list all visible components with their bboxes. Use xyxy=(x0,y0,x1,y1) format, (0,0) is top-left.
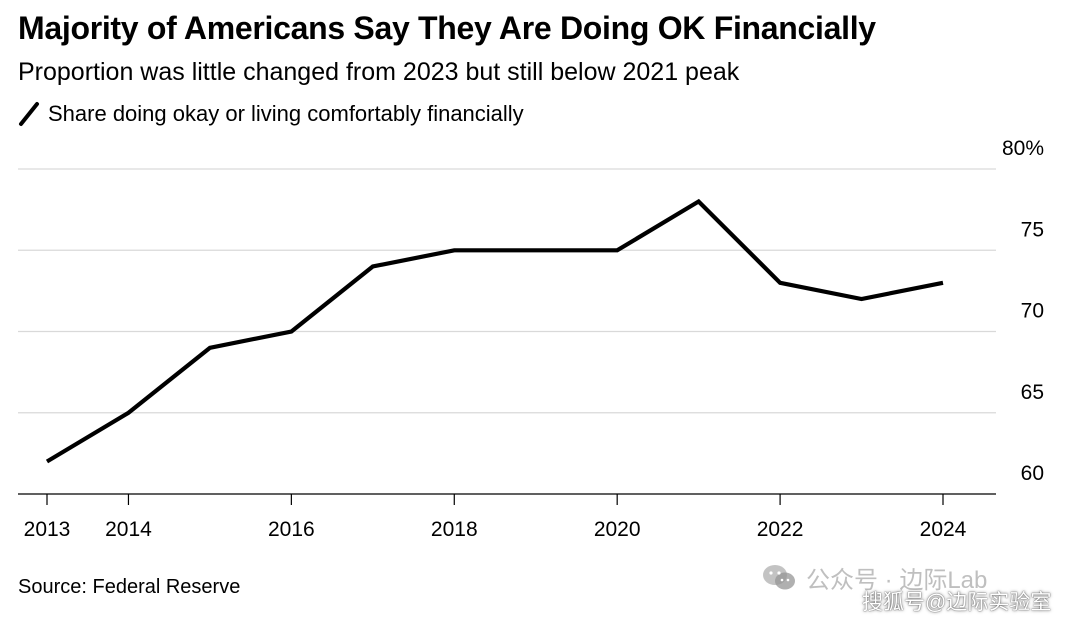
x-tick-label: 2020 xyxy=(594,518,641,541)
chart-subtitle: Proportion was little changed from 2023 … xyxy=(18,58,740,86)
x-tick-label: 2014 xyxy=(105,518,152,541)
x-tick-label: 2018 xyxy=(431,518,478,541)
x-tick-label: 2022 xyxy=(757,518,804,541)
x-tick-label: 2016 xyxy=(268,518,315,541)
chart-title: Majority of Americans Say They Are Doing… xyxy=(18,10,876,46)
wechat-icon xyxy=(763,564,795,589)
y-tick-label: 65 xyxy=(1021,381,1044,404)
y-tick-label: 60 xyxy=(1021,462,1044,485)
watermark-text: 公众号 · 边际Lab xyxy=(806,567,988,594)
x-tick-label: 2024 xyxy=(920,518,967,541)
y-tick-label: 75 xyxy=(1021,218,1044,241)
y-tick-label: 80% xyxy=(1002,137,1044,160)
legend: Share doing okay or living comfortably f… xyxy=(18,100,524,128)
source-note: Source: Federal Reserve xyxy=(18,576,241,598)
legend-line-icon xyxy=(19,102,39,126)
x-tick-label: 2013 xyxy=(24,518,71,541)
watermark-credit: 搜狐号@边际实验室 xyxy=(862,591,1052,614)
y-tick-label: 70 xyxy=(1021,300,1044,323)
watermark: 公众号 · 边际Lab xyxy=(762,560,987,595)
legend-label: Share doing okay or living comfortably f… xyxy=(48,101,524,126)
series-line xyxy=(45,198,944,464)
